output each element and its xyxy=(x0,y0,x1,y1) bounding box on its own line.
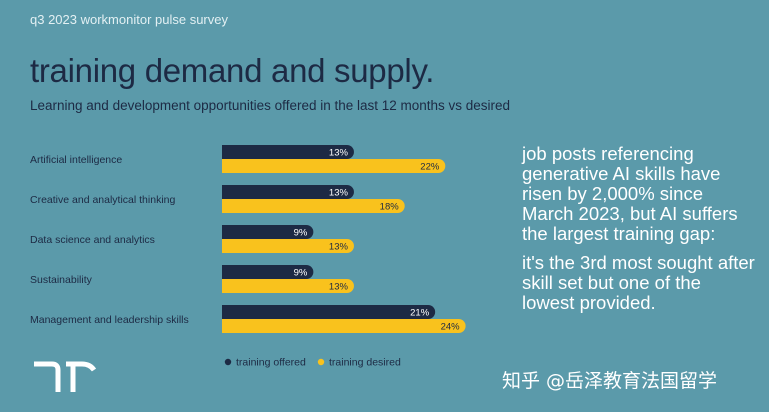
survey-label: q3 2023 workmonitor pulse survey xyxy=(30,12,228,27)
bar-training-desired xyxy=(222,159,446,173)
category-label: Sustainability xyxy=(30,274,93,286)
bar-training-desired xyxy=(222,279,354,293)
data-label: 18% xyxy=(380,202,400,213)
data-label: 13% xyxy=(329,188,349,199)
watermark: 知乎 @岳泽教育法国留学 xyxy=(502,370,718,392)
data-label: 13% xyxy=(329,242,349,253)
data-label: 22% xyxy=(420,162,440,173)
category-label: Management and leadership skills xyxy=(30,314,189,326)
data-label: 9% xyxy=(294,268,308,279)
category-label: Creative and analytical thinking xyxy=(30,194,175,206)
bar-training-offered xyxy=(222,145,354,159)
bar-training-desired xyxy=(222,199,405,213)
bar-training-offered xyxy=(222,185,354,199)
page-title: training demand and supply. xyxy=(30,52,435,89)
legend-label: training desired xyxy=(329,357,401,369)
legend-marker xyxy=(317,358,325,366)
bar-training-desired xyxy=(222,239,354,254)
callout-text: job posts referencing generative AI skil… xyxy=(522,144,758,322)
callout-paragraph-1: job posts referencing generative AI skil… xyxy=(522,143,738,244)
category-label: Data science and analytics xyxy=(30,234,155,246)
legend-marker xyxy=(224,358,232,366)
category-label: Artificial intelligence xyxy=(30,154,122,166)
page-subtitle: Learning and development opportunities o… xyxy=(30,98,511,113)
randstad-logo-icon xyxy=(34,361,97,392)
bar-training-offered xyxy=(222,305,436,319)
bar-training-offered xyxy=(222,225,314,239)
data-label: 9% xyxy=(294,228,308,239)
data-label: 21% xyxy=(410,308,430,319)
data-label: 13% xyxy=(329,148,349,159)
bar-training-desired xyxy=(222,319,466,333)
bar-training-offered xyxy=(222,265,314,279)
legend-label: training offered xyxy=(236,357,306,369)
data-label: 13% xyxy=(329,282,349,293)
data-label: 24% xyxy=(441,322,461,333)
callout-paragraph-2: it's the 3rd most sought after skill set… xyxy=(522,252,755,313)
